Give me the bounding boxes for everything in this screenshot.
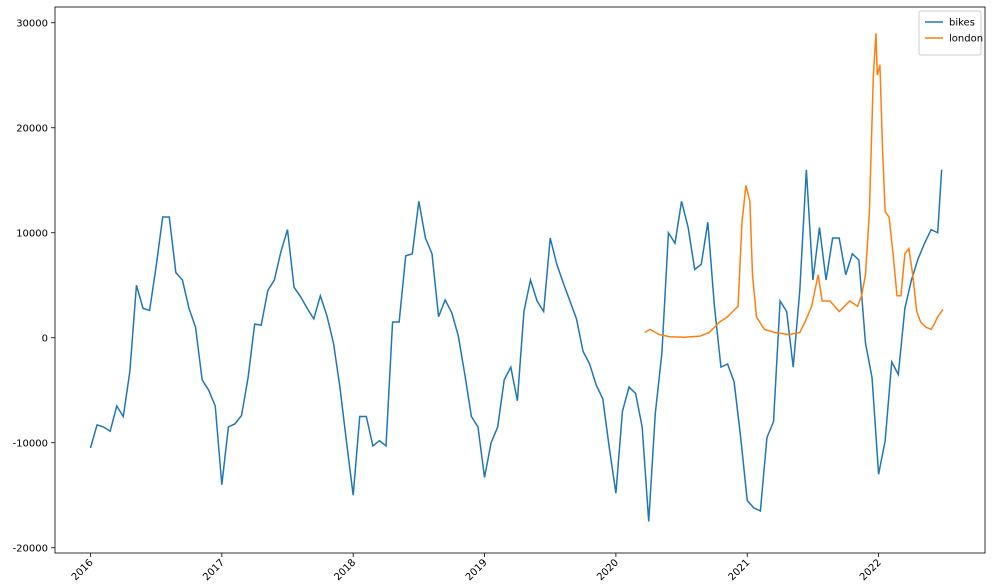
legend-label: bikes <box>949 18 975 29</box>
x-tick-label: 2021 <box>727 557 753 583</box>
y-tick-label: -20000 <box>13 543 48 554</box>
y-tick-label: 30000 <box>16 18 48 29</box>
y-tick-label: -10000 <box>13 438 48 449</box>
y-tick-label: 20000 <box>16 123 48 134</box>
x-tick-label: 2018 <box>333 557 359 583</box>
x-tick-label: 2022 <box>858 557 884 583</box>
y-tick-label: 0 <box>42 333 48 344</box>
legend-label: london <box>949 34 983 45</box>
x-tick-label: 2019 <box>464 557 490 583</box>
y-tick-label: 10000 <box>16 228 48 239</box>
plot-frame <box>54 6 986 554</box>
x-tick-label: 2020 <box>595 557 621 583</box>
line-series <box>644 33 944 338</box>
line-series <box>89 169 943 522</box>
x-tick-label: 2016 <box>70 557 96 583</box>
x-tick-label: 2017 <box>201 557 227 583</box>
